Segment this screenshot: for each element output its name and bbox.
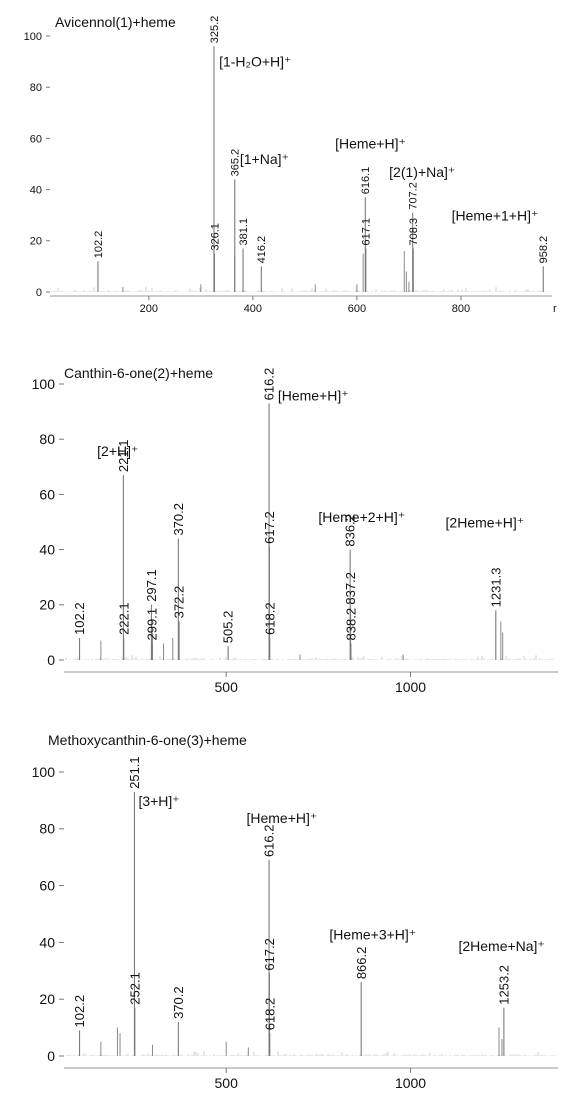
peak-label: 836.2 — [343, 514, 358, 547]
ion-annotation: [Heme+H]⁺ — [335, 136, 406, 152]
peak-label: 617.2 — [262, 938, 277, 971]
y-tick-label: 100 — [32, 764, 56, 780]
peak-label: 616.2 — [262, 824, 277, 857]
y-tick-label: 60 — [39, 486, 55, 502]
peak-label: 326.1 — [209, 223, 221, 251]
spectrum-panel-avicennol: Avicennol(1)+heme 0 20 40 60 80 100 200 400 600 80… — [24, 14, 557, 315]
ion-annotation: [2Heme+Na]⁺ — [458, 938, 544, 954]
ion-annotation: [1+Na]⁺ — [240, 151, 289, 167]
peak-label: 838.2 — [343, 608, 358, 641]
ion-annotation: [Heme+2+H]⁺ — [318, 509, 405, 525]
peak-label: 958.2 — [538, 236, 550, 264]
peak-label: 252.1 — [127, 972, 142, 1005]
ion-annotation: [Heme+3+H]⁺ — [329, 927, 416, 943]
ion-annotation: [Heme+H]⁺ — [278, 388, 349, 404]
ion-annotation: [Heme+1+H]⁺ — [452, 207, 539, 223]
x-tick-label: 1000 — [395, 1075, 426, 1091]
peak-label: 299.1 — [145, 608, 160, 641]
y-tick-label: 40 — [39, 542, 55, 558]
chart-title: Avicennol(1)+heme — [55, 14, 176, 30]
ion-annotation: [Heme+H]⁺ — [246, 810, 317, 826]
x-tick-label: 500 — [215, 1075, 239, 1091]
y-tick-label: 0 — [47, 1048, 55, 1064]
x-axis-trailing-label: r — [553, 303, 557, 315]
peak-label: 866.2 — [354, 947, 369, 980]
peak-label: 616.1 — [360, 167, 372, 195]
peak-label: 381.1 — [238, 218, 250, 246]
peak-label: 505.2 — [221, 611, 236, 644]
y-tick-label: 80 — [39, 821, 55, 837]
x-tick-label: 1000 — [395, 679, 426, 695]
ion-annotation: [2+H]⁺ — [97, 443, 138, 459]
spectrum-panel-methoxycanthin-6-one: Methoxycanthin-6-one(3)+heme 0 20 40 60 80 100… — [32, 732, 558, 1091]
peak-label: 1253.2 — [496, 965, 511, 1005]
x-tick-label: 200 — [140, 303, 158, 315]
peak-label: 1231.3 — [488, 568, 503, 608]
peak-label: 297.1 — [144, 569, 159, 602]
x-tick-label: 600 — [348, 303, 366, 315]
peak-label: 365.2 — [230, 149, 242, 177]
y-tick-label: 20 — [39, 991, 55, 1007]
peak-label: 616.2 — [262, 368, 277, 401]
spectrum-panel-canthin-6-one: Canthin-6-one(2)+heme 0 20 40 60 80 100 500 1000… — [32, 365, 558, 695]
y-tick-label: 40 — [39, 934, 55, 950]
baseline-noise — [65, 655, 555, 660]
peak-label: 617.1 — [361, 218, 373, 246]
chart-title: Canthin-6-one(2)+heme — [64, 365, 213, 381]
ion-annotation: [2(1)+Na]⁺ — [389, 164, 455, 180]
baseline-noise — [51, 287, 549, 292]
y-tick-label: 80 — [30, 82, 42, 94]
x-tick-label: 800 — [452, 303, 470, 315]
y-tick-label: 100 — [32, 376, 56, 392]
peak-label: 370.2 — [171, 503, 186, 536]
ion-annotation: [2Heme+H]⁺ — [446, 515, 525, 531]
peak-label: 325.2 — [209, 16, 221, 44]
peak-label: 102.2 — [72, 995, 87, 1028]
y-tick-label: 60 — [39, 878, 55, 894]
y-tick-label: 0 — [36, 287, 42, 299]
x-tick-label: 400 — [244, 303, 262, 315]
y-tick-label: 40 — [30, 184, 42, 196]
peak-label: 707.2 — [408, 182, 420, 210]
peak-label: 708.3 — [408, 218, 420, 246]
ion-annotation: [3+H]⁺ — [138, 793, 179, 809]
x-tick-label: 500 — [215, 679, 239, 695]
peak-label: 102.2 — [72, 602, 87, 635]
peak-label: 221.1 — [116, 440, 131, 473]
peak-label: 618.2 — [262, 998, 277, 1031]
peak-label: 416.2 — [256, 236, 268, 264]
y-tick-label: 60 — [30, 133, 42, 145]
peak-label: 251.1 — [127, 756, 142, 789]
chart-title: Methoxycanthin-6-one(3)+heme — [48, 732, 247, 748]
peak-label: 617.2 — [262, 511, 277, 544]
y-tick-label: 80 — [39, 431, 55, 447]
peak-label: 102.2 — [93, 231, 105, 259]
ion-annotation: [1-H₂O+H]⁺ — [219, 54, 291, 70]
peak-label: 222.1 — [116, 602, 131, 635]
peak-label: 370.2 — [171, 986, 186, 1019]
y-tick-label: 20 — [39, 597, 55, 613]
peak-label: 618.2 — [262, 602, 277, 635]
y-tick-label: 20 — [30, 236, 42, 248]
y-tick-label: 0 — [47, 652, 55, 668]
peak-label: 837.2 — [343, 572, 358, 605]
baseline-noise — [65, 1051, 555, 1056]
peak-label: 372.2 — [172, 586, 187, 619]
y-tick-label: 100 — [24, 31, 42, 43]
